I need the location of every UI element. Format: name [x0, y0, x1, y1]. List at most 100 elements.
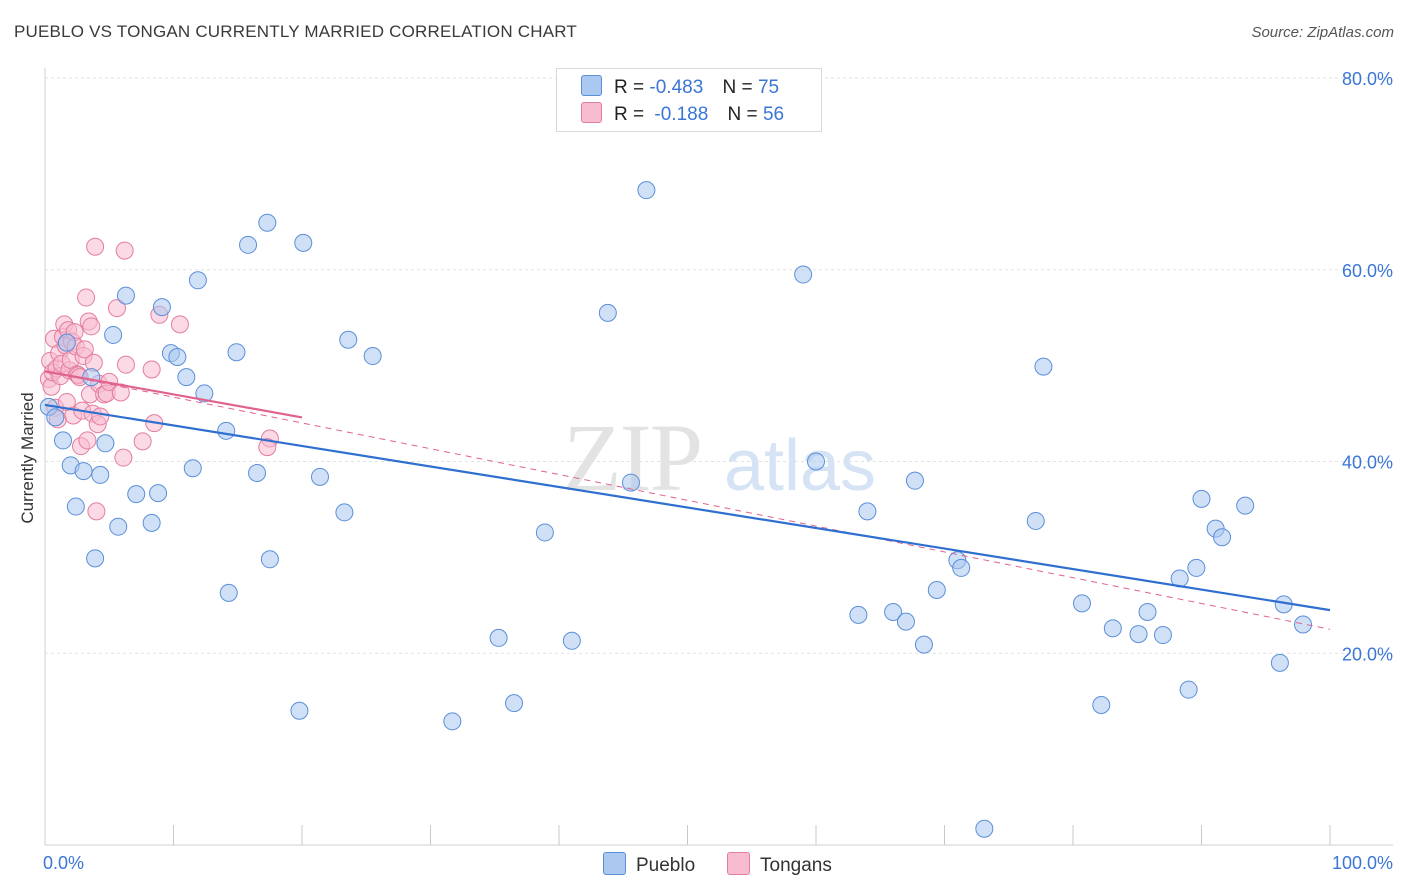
- tongan-point: [107, 299, 126, 318]
- pueblo-point: [896, 612, 915, 631]
- tongan-point: [114, 448, 133, 467]
- bottom-legend-pueblo: Pueblo: [603, 852, 695, 877]
- tongan-point: [78, 431, 97, 450]
- pueblo-point: [248, 464, 267, 483]
- legend-r-value-pueblo: -0.483: [649, 77, 704, 98]
- pueblo-point: [905, 471, 924, 490]
- pueblo-point: [96, 434, 115, 453]
- pueblo-point: [562, 631, 581, 650]
- pueblo-point: [1129, 625, 1148, 644]
- pueblo-point: [1026, 511, 1045, 530]
- tongan-point: [116, 355, 135, 374]
- y-tick-label: 60.0%: [1342, 261, 1393, 281]
- pueblo-point: [443, 712, 462, 731]
- legend-n-label: N =: [727, 104, 758, 125]
- pueblo-point: [142, 513, 161, 532]
- pueblo-point: [74, 462, 93, 481]
- pueblo-point: [1213, 528, 1232, 547]
- tongan-point: [86, 237, 105, 256]
- grid-layer: [45, 77, 1393, 654]
- pueblo-point: [807, 452, 825, 471]
- pueblo-point: [1138, 603, 1157, 622]
- pueblo-point: [53, 431, 72, 450]
- pueblo-point: [104, 325, 123, 344]
- pueblo-point: [1072, 594, 1091, 613]
- pueblo-point: [183, 459, 202, 478]
- x-tick-label-max: 100.0%: [1332, 853, 1393, 873]
- tongan-point: [87, 502, 106, 521]
- pueblo-point: [1103, 619, 1122, 638]
- pueblo-point: [489, 628, 508, 647]
- pueblo-point: [46, 408, 65, 427]
- pueblo-point: [1187, 558, 1206, 577]
- pueblo-point: [849, 605, 868, 624]
- pueblo-point: [290, 701, 309, 720]
- pueblo-point: [1192, 489, 1211, 508]
- y-axis-label: Currently Married: [18, 392, 37, 523]
- legend-r-label: R =: [614, 104, 645, 125]
- legend-row-tongans: R = -0.188 N = 56: [581, 102, 784, 128]
- legend-r-value-tongans: -0.188: [654, 104, 709, 125]
- tongan-point: [82, 317, 101, 336]
- pueblo-point: [66, 497, 85, 516]
- y-tick-label: 20.0%: [1342, 644, 1393, 664]
- pueblo-point: [177, 368, 196, 387]
- pueblo-point: [952, 558, 971, 577]
- pueblo-point: [310, 467, 329, 486]
- tick-labels: 20.0% 40.0% 60.0% 80.0% 0.0% 100.0%: [43, 69, 1393, 873]
- tongan-points: [39, 237, 279, 521]
- tongan-point: [91, 407, 110, 426]
- pueblo-point: [794, 265, 813, 284]
- tongan-point: [133, 432, 152, 451]
- pueblo-point: [260, 550, 279, 569]
- legend-n-value-tongans: 56: [762, 104, 785, 125]
- legend-row-pueblo: R = -0.483 N = 75: [581, 75, 779, 101]
- legend-n-label: N =: [722, 77, 753, 98]
- pueblo-point: [152, 298, 171, 317]
- tongan-trend-dashed: [44, 370, 1331, 630]
- pueblo-point: [505, 694, 524, 713]
- pueblo-point: [258, 213, 277, 232]
- pueblo-point: [227, 343, 246, 362]
- tongan-legend-swatch: [727, 852, 750, 875]
- y-tick-label: 80.0%: [1342, 69, 1393, 89]
- tongan-point: [142, 360, 161, 379]
- watermark: ZIP atlas: [563, 404, 876, 511]
- legend-n-value-pueblo: 75: [757, 77, 780, 98]
- watermark-zip: ZIP: [563, 404, 701, 511]
- pueblo-points: [39, 181, 1313, 838]
- pueblo-point: [109, 517, 128, 536]
- pueblo-point: [1092, 696, 1111, 715]
- pueblo-point: [239, 235, 258, 254]
- pueblo-point: [884, 603, 903, 622]
- pueblo-point: [219, 583, 238, 602]
- pueblo-point: [339, 330, 358, 349]
- tongan-swatch: [581, 102, 602, 123]
- pueblo-point: [598, 303, 617, 322]
- pueblo-point: [914, 635, 933, 654]
- pueblo-point: [363, 347, 382, 366]
- pueblo-point: [168, 347, 187, 366]
- pueblo-legend-label: Pueblo: [636, 855, 696, 876]
- tongan-point: [170, 315, 189, 334]
- tongan-point: [115, 241, 134, 260]
- legend-r-label: R =: [614, 77, 645, 98]
- pueblo-point: [637, 181, 656, 200]
- pueblo-point: [1294, 615, 1313, 634]
- pueblo-point: [195, 384, 214, 403]
- pueblo-point: [57, 333, 76, 352]
- pueblo-point: [86, 549, 105, 568]
- chart-title: PUEBLO VS TONGAN CURRENTLY MARRIED CORRE…: [14, 22, 577, 41]
- pueblo-point: [1179, 680, 1198, 699]
- pueblo-point: [975, 819, 994, 838]
- pueblo-legend-swatch: [603, 852, 626, 875]
- pueblo-point: [82, 368, 101, 387]
- tongan-point: [75, 340, 94, 359]
- pueblo-point: [91, 465, 110, 484]
- pueblo-point: [927, 580, 946, 599]
- pueblo-point: [335, 503, 354, 522]
- pueblo-point: [127, 485, 146, 504]
- tongan-point: [258, 438, 277, 457]
- pueblo-point: [217, 421, 236, 440]
